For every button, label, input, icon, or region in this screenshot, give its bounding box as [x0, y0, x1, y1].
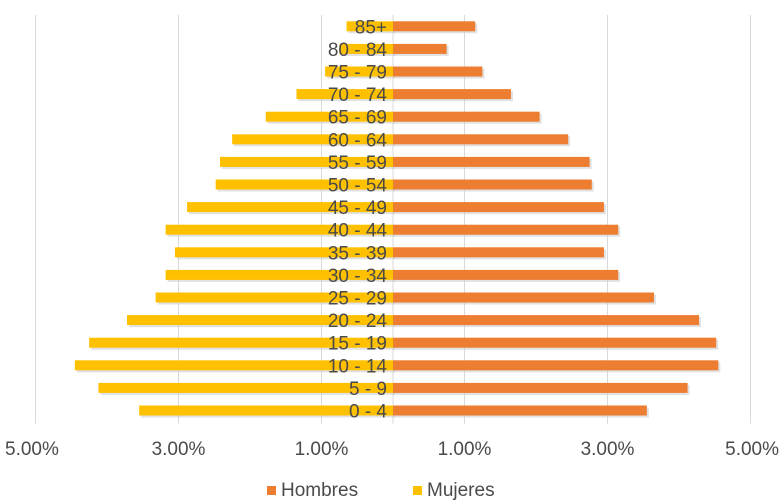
x-tick-label: 5.00%: [725, 439, 779, 460]
bars: [74, 21, 721, 418]
bar-mujeres: [339, 43, 393, 54]
bar-hombres: [393, 134, 569, 145]
age-label: 35 - 39: [328, 243, 387, 264]
age-label: 65 - 69: [328, 108, 387, 129]
age-label: 45 - 49: [328, 198, 387, 219]
bar-mujeres: [74, 360, 393, 371]
bar-mujeres: [89, 337, 393, 348]
age-label: 10 - 14: [328, 356, 388, 377]
bar-hombres: [393, 89, 511, 100]
age-label: 80 - 84: [328, 40, 388, 61]
bar-mujeres: [187, 202, 393, 213]
legend-swatch-hombres: [267, 486, 276, 495]
bar-mujeres: [165, 269, 393, 280]
age-label: 30 - 34: [328, 266, 388, 287]
legend-label-hombres: Hombres: [281, 480, 358, 501]
age-label: 20 - 24: [328, 311, 388, 332]
x-tick-label: 1.00%: [295, 439, 349, 460]
bar-hombres: [393, 292, 654, 303]
x-tick-labels: 5.00% 3.00% 1.00% 1.00% 3.00% 5.00%: [5, 439, 779, 460]
bar-hombres: [393, 405, 647, 416]
bar-hombres: [393, 66, 483, 77]
legend: Hombres Mujeres: [267, 480, 495, 501]
age-label: 15 - 19: [328, 334, 387, 355]
bar-hombres: [393, 179, 592, 190]
age-label: 50 - 54: [328, 176, 388, 197]
age-label: 85+: [355, 17, 387, 38]
bar-mujeres: [174, 247, 393, 258]
bar-hombres: [393, 43, 447, 54]
bar-hombres: [393, 224, 619, 235]
bar-hombres: [393, 111, 540, 122]
bar-mujeres: [165, 224, 393, 235]
age-label: 70 - 74: [328, 85, 388, 106]
bar-mujeres: [346, 21, 393, 32]
age-label: 75 - 79: [328, 63, 387, 84]
bar-hombres: [393, 21, 476, 32]
bar-mujeres: [296, 89, 393, 100]
bar-hombres: [393, 337, 717, 348]
age-label: 25 - 29: [328, 289, 387, 310]
bar-mujeres: [98, 382, 394, 393]
bar-hombres: [393, 247, 604, 258]
age-label: 55 - 59: [328, 153, 387, 174]
bar-mujeres: [127, 315, 394, 326]
bar-mujeres: [155, 292, 393, 303]
bar-mujeres: [265, 111, 393, 122]
bar-hombres: [393, 269, 619, 280]
bar-mujeres: [215, 179, 393, 190]
x-tick-label: 5.00%: [5, 439, 59, 460]
bar-hombres: [393, 156, 590, 167]
bar-hombres: [393, 382, 688, 393]
bar-mujeres: [232, 134, 393, 145]
age-label: 40 - 44: [328, 221, 388, 242]
age-label: 60 - 64: [328, 130, 388, 151]
age-label: 0 - 4: [349, 402, 387, 423]
gridlines: [35, 15, 751, 424]
bar-hombres: [393, 315, 700, 326]
bar-hombres: [393, 202, 604, 213]
legend-label-mujeres: Mujeres: [427, 480, 495, 501]
x-tick-label: 1.00%: [438, 439, 492, 460]
bar-mujeres: [325, 66, 393, 77]
legend-swatch-mujeres: [413, 486, 422, 495]
bar-mujeres: [139, 405, 393, 416]
bar-hombres: [393, 360, 719, 371]
age-label: 5 - 9: [349, 379, 387, 400]
bar-mujeres: [219, 156, 393, 167]
x-tick-label: 3.00%: [152, 439, 206, 460]
x-tick-label: 3.00%: [581, 439, 635, 460]
